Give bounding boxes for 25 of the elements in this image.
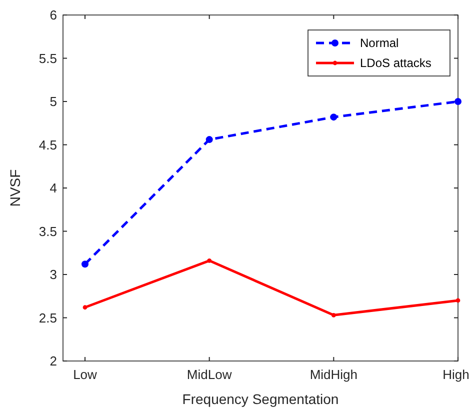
x-tick-label: Low	[73, 367, 98, 382]
point	[206, 136, 213, 144]
y-tick-label: 4	[50, 180, 57, 196]
legend-label: LDoS attacks	[360, 56, 432, 70]
y-tick-label: 4.5	[38, 137, 57, 152]
y-tick-label: 5.5	[38, 50, 57, 66]
x-tick-label: MidHigh	[310, 367, 358, 382]
x-tick-label: MidLow	[186, 367, 232, 382]
y-tick-label: 3	[50, 267, 57, 282]
y-tick-label: 3.5	[38, 224, 57, 239]
y-axis-title: NVSF	[7, 169, 23, 207]
point	[454, 98, 462, 105]
x-axis-title: Frequency Segmentation	[182, 391, 339, 407]
point	[331, 312, 336, 318]
x-tick-label: High	[442, 367, 470, 382]
y-tick-label: 2.5	[38, 310, 57, 326]
point	[82, 305, 88, 310]
point	[207, 258, 212, 263]
point	[456, 298, 460, 303]
legend-label: Normal	[360, 36, 399, 50]
point	[330, 114, 338, 121]
y-tick-label: 2	[50, 354, 57, 369]
point	[82, 260, 88, 268]
y-tick-label: 5	[50, 94, 57, 110]
y-tick-label: 6	[50, 8, 57, 23]
